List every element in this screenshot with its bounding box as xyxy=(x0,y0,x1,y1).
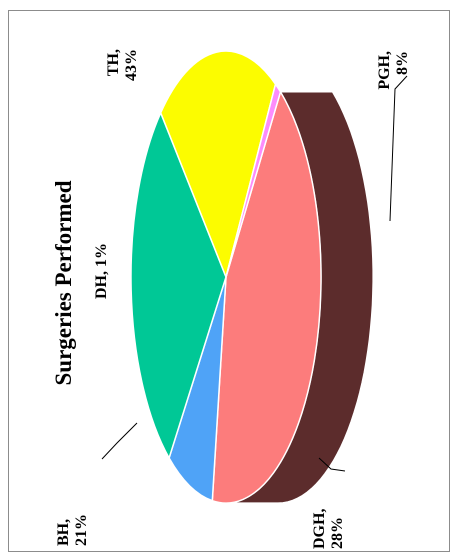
slice-label-text: DH, 1% xyxy=(93,243,110,299)
pie-tops xyxy=(130,50,322,504)
slice-th xyxy=(211,90,322,504)
slice-label-name: DGH, xyxy=(311,509,328,549)
slice-label-value: 28% xyxy=(329,517,346,549)
slice-label-th: TH, 43% xyxy=(105,49,140,81)
slice-bh xyxy=(159,50,277,280)
chart-frame: Surgeries Performed TH, 43% PGH, 8% DGH, 28% B… xyxy=(8,10,450,552)
pie-chart: Surgeries Performed TH, 43% PGH, 8% DGH, 28% B… xyxy=(51,49,411,549)
slice-label-value: 21% xyxy=(73,514,90,546)
leader-line-bh xyxy=(101,422,138,460)
slice-label-name: BH, xyxy=(55,519,72,546)
slice-label-name: PGH, xyxy=(376,51,393,90)
leader-lines xyxy=(101,75,408,472)
slice-label-dh: DH, 1% xyxy=(93,243,110,299)
slice-pgh xyxy=(168,276,227,502)
slice-label-bh: BH, 21% xyxy=(55,514,90,546)
slice-labels: TH, 43% PGH, 8% DGH, 28% BH, 21% DH, 1% xyxy=(55,49,411,549)
slice-label-name: TH, xyxy=(105,49,122,76)
slice-label-dgh: DGH, 28% xyxy=(311,509,346,549)
slice-label-value: 8% xyxy=(394,51,411,75)
slice-dh xyxy=(225,82,282,278)
slice-label-value: 43% xyxy=(123,49,140,81)
slice-dgh xyxy=(130,110,227,460)
chart-title: Surgeries Performed xyxy=(51,180,76,385)
leader-line-dgh xyxy=(318,457,346,472)
leader-line-pgh xyxy=(389,75,408,222)
slice-label-pgh: PGH, 8% xyxy=(376,51,411,90)
